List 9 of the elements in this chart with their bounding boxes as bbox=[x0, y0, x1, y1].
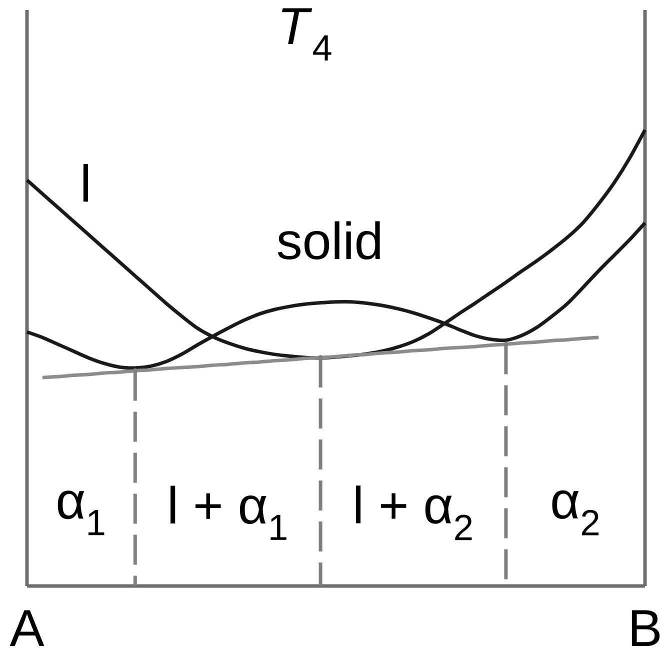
x-tick-label: A bbox=[10, 610, 44, 646]
annotation: α$_{1}$ bbox=[58, 490, 104, 536]
annotation: l + α$_{2}$ bbox=[356, 486, 472, 540]
annotation: l + α$_{1}$ bbox=[170, 486, 286, 540]
annotation: α$_{2}$ bbox=[552, 490, 599, 536]
series-label: solid bbox=[278, 221, 380, 260]
chart-title: T$_{4}$ bbox=[282, 8, 332, 60]
series-label: l bbox=[83, 164, 88, 202]
x-tick-label: B bbox=[632, 610, 660, 646]
